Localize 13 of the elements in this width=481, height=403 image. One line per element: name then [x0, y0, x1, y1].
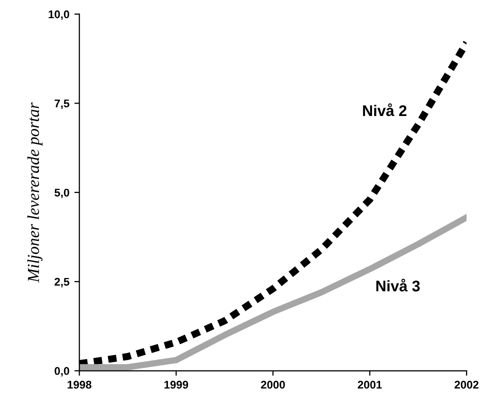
y-tick-label: 7,5	[54, 100, 70, 110]
x-tick-label: 1999	[164, 380, 188, 389]
series-label: Nivå 2	[363, 103, 406, 116]
y-tick-label: 5,0	[54, 188, 70, 198]
x-tick-label: 2001	[358, 380, 382, 389]
y-tick-label: 2,5	[54, 278, 70, 288]
y-axis-title: Miljoner levererade portar	[27, 102, 42, 283]
x-tick-label: 2002	[454, 380, 478, 389]
x-tick-label: 1998	[68, 380, 92, 389]
x-tick-label: 2000	[260, 380, 285, 389]
series-label: Nivå 3	[376, 278, 420, 292]
y-tick-label: 10,0	[48, 10, 70, 20]
y-tick-label: 0,0	[54, 367, 70, 377]
